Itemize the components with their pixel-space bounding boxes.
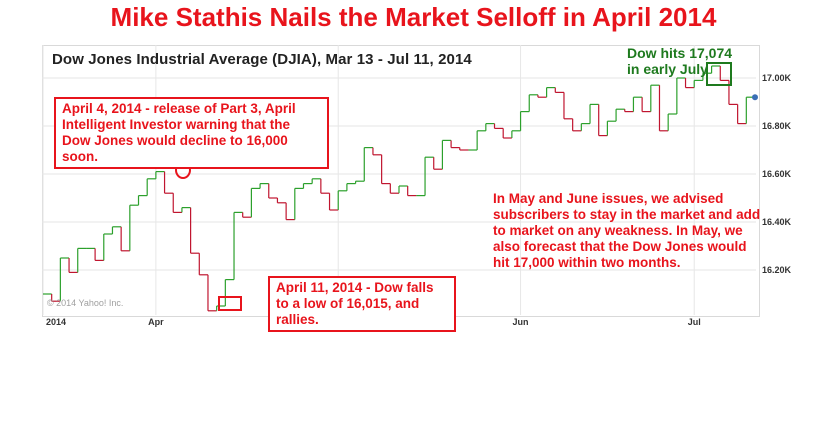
annotation-may-june: In May and June issues, we advised subsc… — [493, 191, 761, 270]
july-high-marker-box — [706, 62, 732, 86]
chart-title: Dow Jones Industrial Average (DJIA), Mar… — [52, 51, 472, 68]
apr11-low-marker-box — [218, 296, 242, 311]
x-tick-label: Jul — [688, 317, 701, 327]
chart-grid — [42, 45, 756, 315]
yahoo-credit: © 2014 Yahoo! Inc. — [47, 298, 124, 308]
x-tick-label: Apr — [148, 317, 164, 327]
y-tick-label: 17.00K — [762, 73, 792, 83]
x-tick-label: 2014 — [46, 317, 66, 327]
y-tick-label: 16.60K — [762, 169, 792, 179]
x-tick-label: Jun — [513, 317, 529, 327]
chart-frame — [42, 45, 760, 317]
annotation-apr11: April 11, 2014 - Dow falls to a low of 1… — [268, 276, 456, 332]
y-tick-label: 16.20K — [762, 265, 792, 275]
page-headline: Mike Stathis Nails the Market Selloff in… — [110, 2, 717, 32]
y-tick-label: 16.40K — [762, 217, 792, 227]
y-tick-label: 16.80K — [762, 121, 792, 131]
annotation-july-high: Dow hits 17,074 in early July — [627, 45, 733, 77]
series-last-point — [752, 94, 758, 101]
chart-series-dow — [43, 65, 758, 312]
annotation-apr4: April 4, 2014 - release of Part 3, April… — [54, 97, 329, 169]
